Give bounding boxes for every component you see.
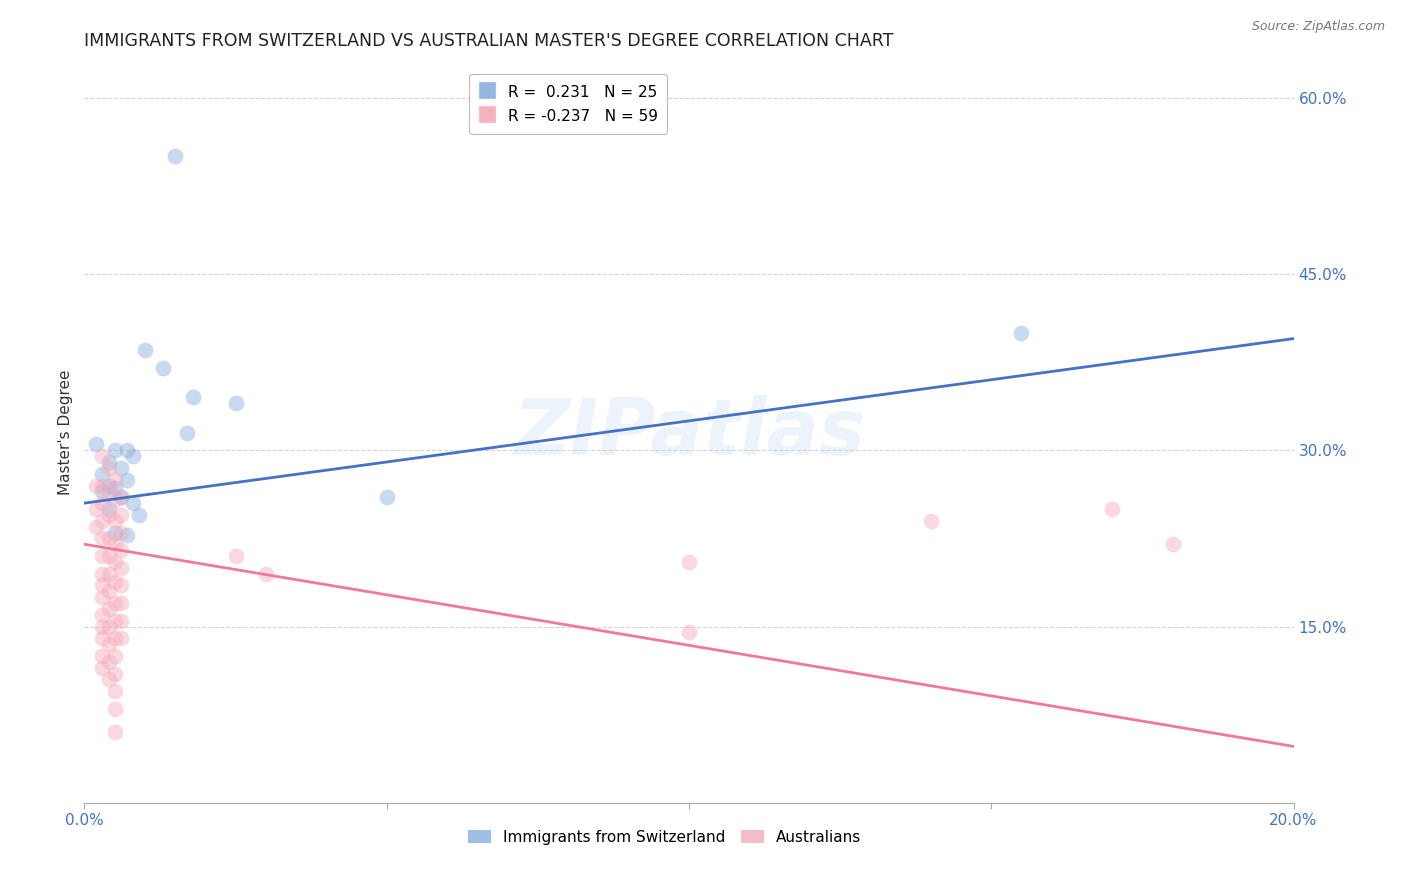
- Point: [1101, 502, 1123, 516]
- Point: [91, 449, 114, 463]
- Point: [97, 637, 120, 651]
- Point: [97, 566, 120, 581]
- Point: [104, 632, 127, 646]
- Point: [91, 607, 114, 622]
- Point: [104, 492, 127, 507]
- Point: [375, 490, 398, 504]
- Point: [1011, 326, 1033, 340]
- Point: [110, 632, 132, 646]
- Point: [91, 566, 114, 581]
- Point: [104, 514, 127, 528]
- Point: [165, 149, 187, 163]
- Point: [97, 549, 120, 563]
- Point: [91, 496, 114, 510]
- Point: [115, 473, 138, 487]
- Point: [97, 508, 120, 522]
- Point: [86, 437, 108, 451]
- Point: [104, 614, 127, 628]
- Point: [104, 525, 127, 540]
- Point: [128, 508, 150, 522]
- Point: [104, 702, 127, 716]
- Point: [97, 584, 120, 599]
- Point: [91, 514, 114, 528]
- Point: [97, 532, 120, 546]
- Point: [678, 555, 700, 569]
- Point: [97, 461, 120, 475]
- Point: [110, 508, 132, 522]
- Point: [91, 648, 114, 663]
- Legend: Immigrants from Switzerland, Australians: Immigrants from Switzerland, Australians: [463, 823, 868, 851]
- Point: [121, 496, 143, 510]
- Point: [115, 443, 138, 458]
- Point: [97, 502, 120, 516]
- Point: [91, 478, 114, 492]
- Text: ZIPatlas: ZIPatlas: [513, 394, 865, 471]
- Point: [104, 684, 127, 698]
- Point: [97, 673, 120, 687]
- Point: [91, 590, 114, 604]
- Point: [91, 532, 114, 546]
- Point: [97, 484, 120, 499]
- Point: [678, 625, 700, 640]
- Point: [104, 596, 127, 610]
- Point: [86, 502, 108, 516]
- Text: Source: ZipAtlas.com: Source: ZipAtlas.com: [1251, 20, 1385, 33]
- Point: [97, 455, 120, 469]
- Point: [110, 614, 132, 628]
- Point: [97, 655, 120, 669]
- Point: [104, 666, 127, 681]
- Point: [110, 561, 132, 575]
- Point: [920, 514, 942, 528]
- Point: [91, 619, 114, 633]
- Point: [104, 473, 127, 487]
- Y-axis label: Master's Degree: Master's Degree: [58, 370, 73, 495]
- Point: [181, 390, 204, 404]
- Point: [86, 478, 108, 492]
- Point: [97, 478, 120, 492]
- Point: [104, 725, 127, 739]
- Point: [152, 361, 174, 376]
- Point: [91, 660, 114, 674]
- Point: [110, 525, 132, 540]
- Point: [254, 566, 277, 581]
- Point: [91, 484, 114, 499]
- Point: [104, 555, 127, 569]
- Point: [134, 343, 156, 358]
- Point: [97, 619, 120, 633]
- Point: [225, 396, 247, 410]
- Point: [86, 519, 108, 533]
- Point: [110, 490, 132, 504]
- Point: [225, 549, 247, 563]
- Point: [110, 578, 132, 592]
- Point: [91, 578, 114, 592]
- Point: [176, 425, 198, 440]
- Point: [104, 481, 127, 495]
- Point: [104, 648, 127, 663]
- Point: [104, 443, 127, 458]
- Point: [110, 490, 132, 504]
- Point: [91, 632, 114, 646]
- Point: [104, 574, 127, 589]
- Point: [97, 602, 120, 616]
- Point: [110, 461, 132, 475]
- Point: [91, 549, 114, 563]
- Point: [115, 528, 138, 542]
- Point: [110, 543, 132, 558]
- Text: IMMIGRANTS FROM SWITZERLAND VS AUSTRALIAN MASTER'S DEGREE CORRELATION CHART: IMMIGRANTS FROM SWITZERLAND VS AUSTRALIA…: [84, 32, 894, 50]
- Point: [91, 467, 114, 481]
- Point: [121, 449, 143, 463]
- Point: [1161, 537, 1184, 551]
- Point: [110, 596, 132, 610]
- Point: [104, 537, 127, 551]
